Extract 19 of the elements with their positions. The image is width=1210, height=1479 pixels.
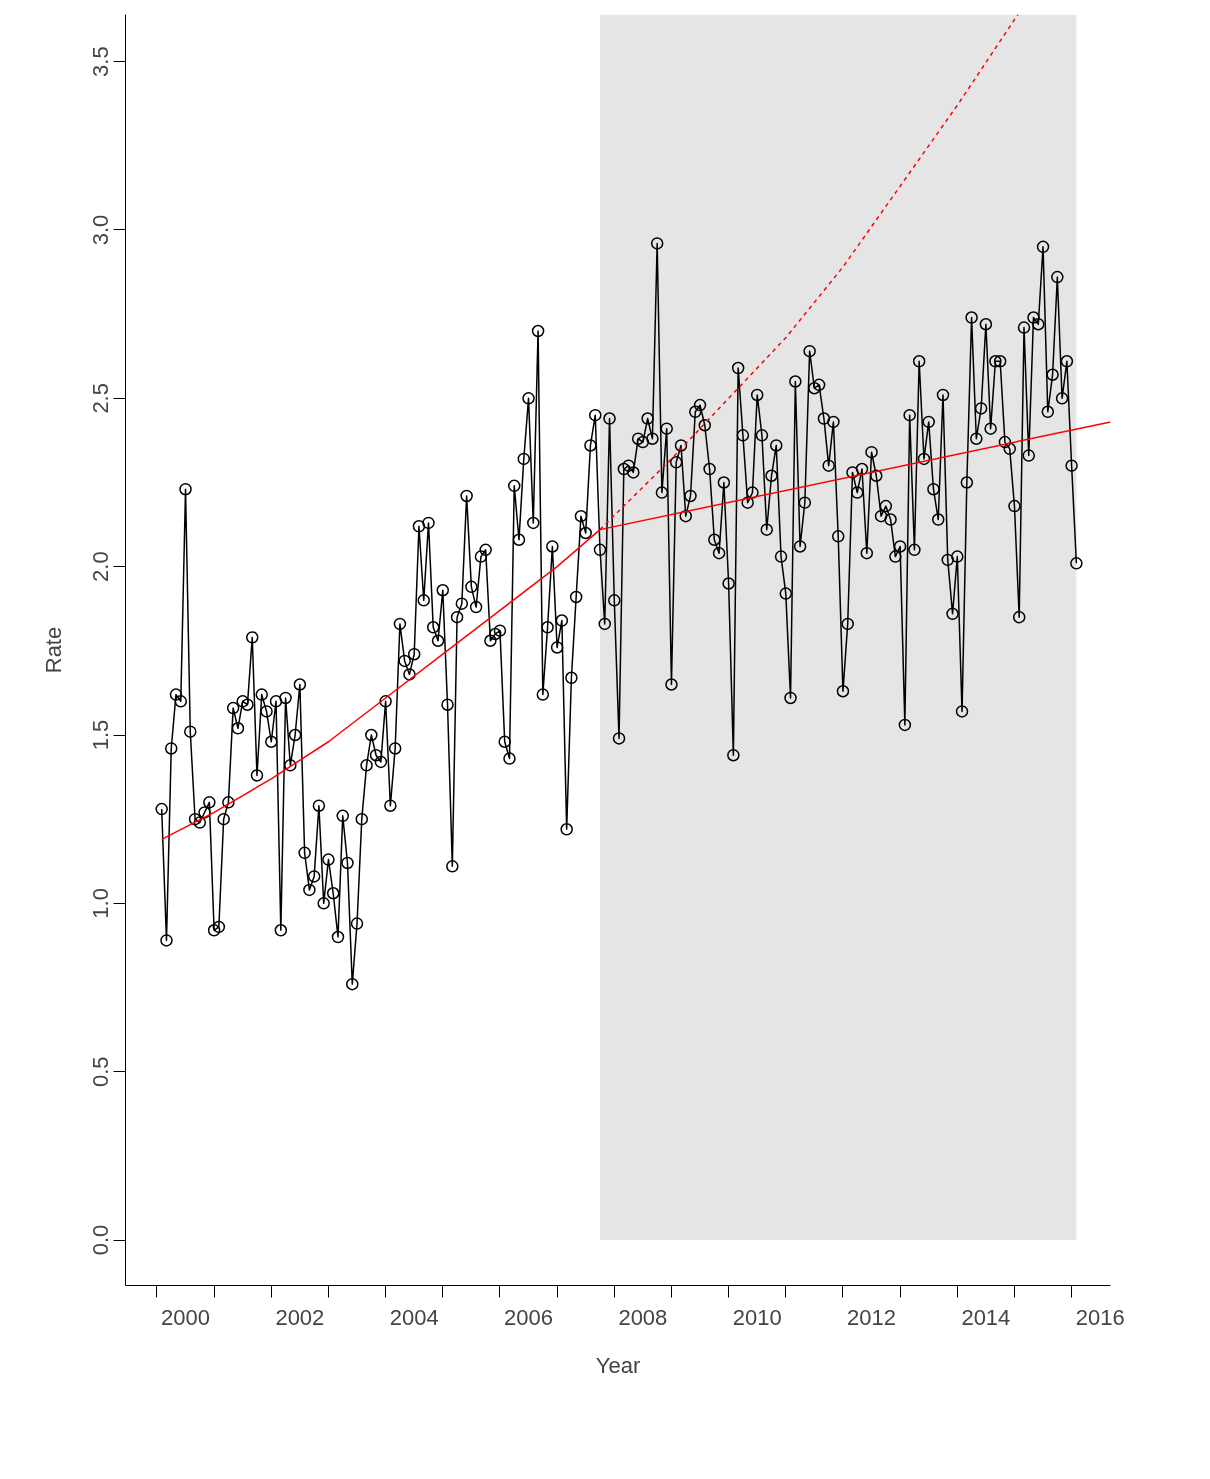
x-tick-label: 2002 [275,1304,325,1330]
y-tick-label: 1.0 [88,888,114,919]
y-tick-label: 0.0 [88,1224,114,1256]
y-tick-label: 2.5 [88,383,114,414]
y-tick-label: 0.5 [88,1056,114,1087]
x-tick-label: 2008 [618,1304,668,1330]
x-tick-label: 2010 [732,1304,782,1330]
y-tick-label: 3.0 [88,214,114,246]
x-tick-label: 2006 [504,1304,554,1330]
x-tick-label: 2012 [847,1304,897,1330]
x-tick-label: 2004 [389,1304,439,1330]
x-tick-label: 2014 [961,1304,1011,1330]
x-axis-title: Year [595,1352,641,1378]
y-tick-label: 2.0 [88,551,114,582]
y-tick-label: 3.5 [88,46,114,77]
y-axis-title: Rate [40,626,66,674]
x-tick-label: 2000 [161,1304,211,1330]
y-tick-label: 1.5 [88,719,114,751]
x-tick-label: 2016 [1075,1304,1125,1330]
